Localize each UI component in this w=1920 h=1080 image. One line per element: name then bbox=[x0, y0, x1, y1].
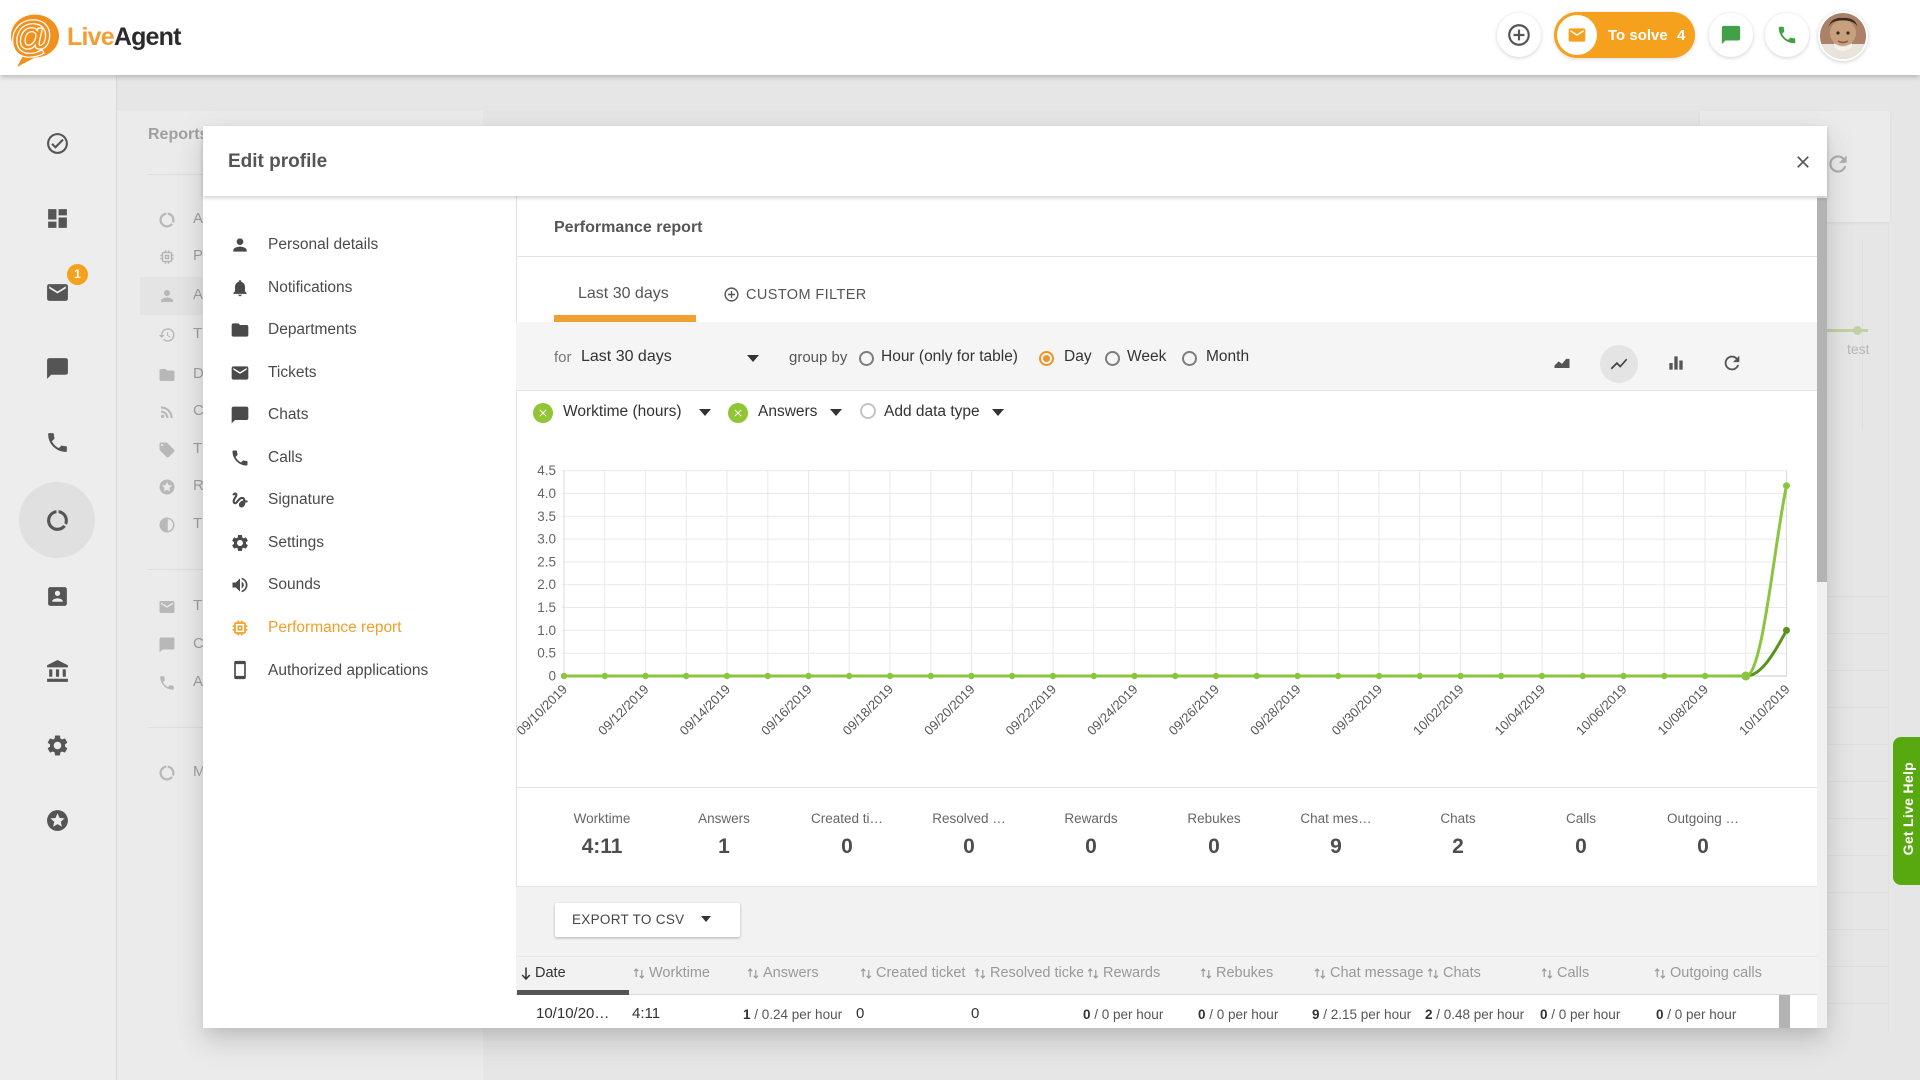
svg-text:10/04/2019: 10/04/2019 bbox=[1491, 682, 1548, 739]
svg-text:2.0: 2.0 bbox=[537, 577, 556, 592]
svg-text:3.5: 3.5 bbox=[537, 509, 556, 524]
svg-text:3.0: 3.0 bbox=[537, 532, 556, 547]
svg-text:0.5: 0.5 bbox=[537, 646, 556, 661]
svg-text:@: @ bbox=[10, 13, 53, 60]
svg-text:09/18/2019: 09/18/2019 bbox=[839, 682, 896, 739]
svg-text:09/30/2019: 09/30/2019 bbox=[1328, 682, 1385, 739]
svg-text:09/28/2019: 09/28/2019 bbox=[1247, 682, 1304, 739]
svg-text:10/10/2019: 10/10/2019 bbox=[1736, 682, 1793, 739]
svg-text:09/16/2019: 09/16/2019 bbox=[758, 682, 815, 739]
svg-text:09/24/2019: 09/24/2019 bbox=[1084, 682, 1141, 739]
svg-text:4.0: 4.0 bbox=[537, 486, 556, 501]
svg-text:10/06/2019: 10/06/2019 bbox=[1573, 682, 1630, 739]
svg-text:09/10/2019: 09/10/2019 bbox=[516, 682, 570, 739]
svg-text:09/12/2019: 09/12/2019 bbox=[595, 682, 652, 739]
svg-text:1.5: 1.5 bbox=[537, 600, 556, 615]
svg-text:09/26/2019: 09/26/2019 bbox=[1165, 682, 1222, 739]
svg-text:10/08/2019: 10/08/2019 bbox=[1654, 682, 1711, 739]
svg-text:1.0: 1.0 bbox=[537, 623, 556, 638]
svg-text:4.5: 4.5 bbox=[537, 463, 556, 478]
svg-text:0: 0 bbox=[548, 669, 556, 684]
svg-text:09/22/2019: 09/22/2019 bbox=[1002, 682, 1059, 739]
svg-text:09/14/2019: 09/14/2019 bbox=[676, 682, 733, 739]
svg-text:09/20/2019: 09/20/2019 bbox=[921, 682, 978, 739]
svg-text:10/02/2019: 10/02/2019 bbox=[1410, 682, 1467, 739]
svg-text:2.5: 2.5 bbox=[537, 554, 556, 569]
